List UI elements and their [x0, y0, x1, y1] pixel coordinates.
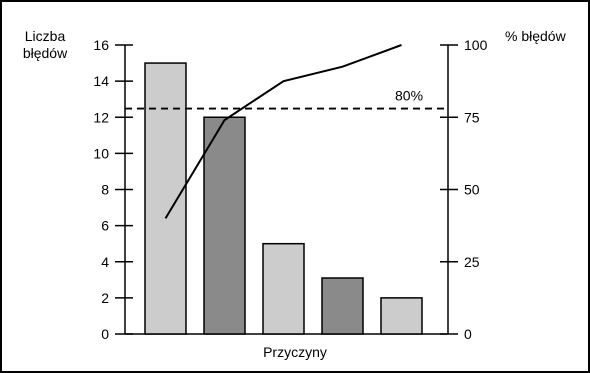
- bar: [321, 277, 364, 335]
- left-tick-label: 10: [93, 145, 109, 161]
- right-tick-label: 50: [464, 182, 480, 198]
- bar: [262, 242, 305, 335]
- left-tick-label: 4: [101, 254, 109, 270]
- right-axis-ticks: 0 25 50 75 100: [440, 37, 488, 342]
- left-tick-label: 0: [101, 326, 109, 342]
- left-tick-label: 2: [101, 290, 109, 306]
- left-tick-label: 16: [93, 37, 109, 53]
- left-tick-label: 12: [93, 109, 109, 125]
- bar: [144, 62, 187, 335]
- x-axis-label: Przyczyny: [263, 344, 327, 360]
- right-tick-label: 100: [464, 37, 488, 53]
- y-axis-label-line-1: Liczba: [25, 28, 66, 44]
- left-axis-ticks: 0 2 4 6 8 10 12 14 16: [93, 37, 133, 342]
- left-tick-label: 14: [93, 73, 109, 89]
- bars: [144, 62, 423, 335]
- right-tick-label: 75: [464, 109, 480, 125]
- right-tick-label: 25: [464, 254, 480, 270]
- cumulative-percentage-line: [164, 44, 402, 219]
- left-tick-label: 6: [101, 218, 109, 234]
- bar: [203, 116, 246, 335]
- right-tick-label: 0: [464, 326, 472, 342]
- threshold-label: 80%: [395, 88, 423, 104]
- bar: [380, 297, 423, 335]
- left-tick-label: 8: [101, 182, 109, 198]
- y2-axis-label: % błędów: [505, 28, 567, 44]
- y-axis-label-line-2: błędów: [23, 45, 68, 61]
